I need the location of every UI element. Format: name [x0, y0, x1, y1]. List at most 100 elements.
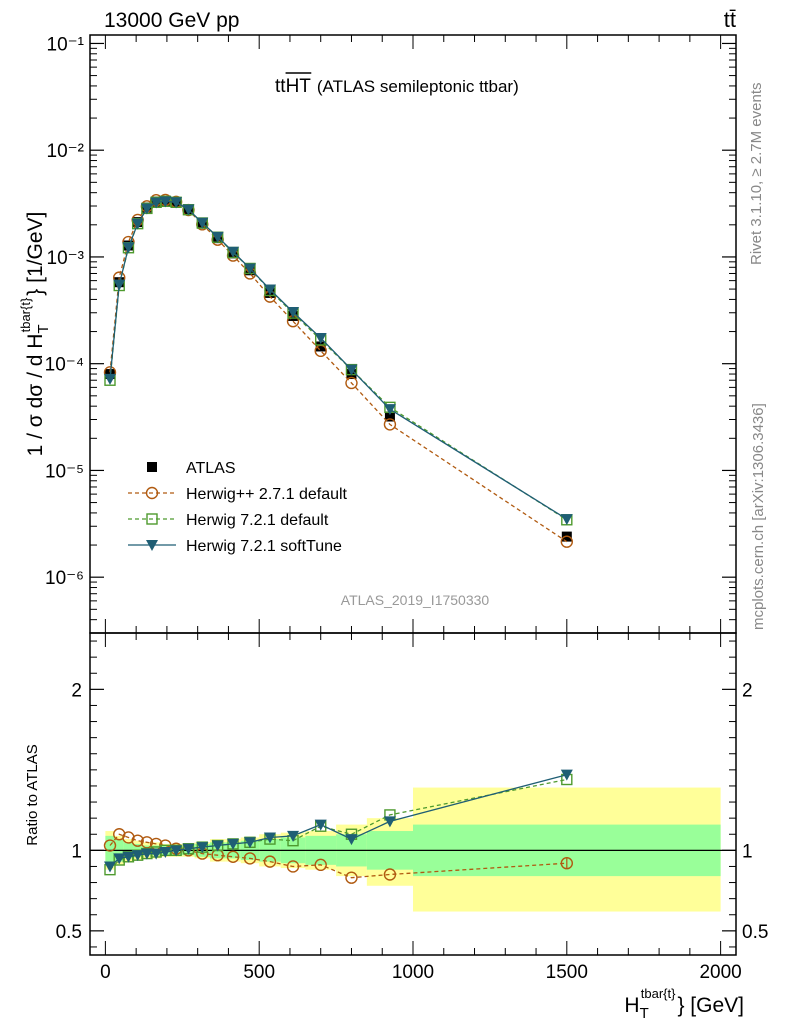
ratio-point	[150, 848, 163, 860]
ratio-point	[196, 842, 209, 854]
ratio-ytick-label-right: 1	[742, 841, 753, 862]
legend-item: Herwig 7.2.1 softTune	[128, 538, 342, 555]
main-ytick-label: 10⁻¹	[47, 34, 85, 55]
main-point	[150, 197, 163, 209]
main-series	[103, 193, 574, 548]
ratio-series-2	[103, 769, 573, 873]
ratio-point	[314, 858, 327, 872]
main-ylabel: 1 / σ dσ / d HTtbar{t}} [1/GeV]	[18, 212, 52, 457]
legend-label: ATLAS	[186, 460, 236, 477]
ratio-xtick-label: 2000	[699, 962, 741, 983]
ratio-xtick-label: 1000	[392, 962, 434, 983]
main-point	[182, 204, 195, 216]
main-panel: 10⁻⁶ 10⁻⁵ 10⁻⁴ 10⁻³ 10⁻² 10⁻¹ ttHT (ATLAS semi…	[18, 34, 737, 634]
ratio-point	[263, 832, 276, 844]
main-point	[315, 341, 326, 352]
ratio-point	[243, 852, 257, 865]
ratio-point	[159, 846, 172, 858]
main-series-line	[109, 200, 568, 521]
main-point	[383, 418, 397, 431]
ratio-point	[286, 860, 300, 873]
main-point	[345, 376, 358, 390]
ratio-point	[345, 871, 358, 884]
ratio-xlabel: HTtbar{t}} [GeV]	[624, 986, 744, 1022]
main-point	[227, 246, 240, 258]
ratio-point	[383, 868, 397, 881]
ratio-point	[182, 843, 195, 855]
ratio-point	[103, 839, 117, 852]
ratio-point	[226, 850, 240, 863]
legend-marker	[146, 540, 158, 551]
ratio-ytick-label: 0.5	[56, 922, 82, 943]
ratio-point	[287, 830, 300, 842]
legend-label: Herwig 7.2.1 default	[186, 512, 329, 529]
rivet-label: Rivet 3.1.10, ≥ 2.7M events	[748, 83, 765, 266]
main-point	[113, 279, 126, 291]
main-point	[243, 263, 256, 275]
main-ytick-label: 10⁻⁵	[45, 461, 84, 482]
main-ytick-label: 10⁻³	[47, 248, 85, 269]
main-point	[211, 231, 224, 243]
main-point	[560, 514, 573, 526]
main-series-2	[104, 195, 573, 526]
legend-marker	[145, 486, 159, 500]
mcplots-label: mcplots.cern.ch [arXiv:1306.3436]	[750, 403, 767, 630]
header-left: 13000 GeV pp	[104, 9, 239, 32]
legend-marker	[147, 462, 157, 472]
plot-title-rest: (ATLAS semileptonic ttbar)	[317, 77, 519, 96]
legend-marker	[146, 513, 158, 525]
ratio-series-line	[109, 833, 567, 879]
plot-title-main: tt	[275, 76, 286, 97]
header-right: tt̄	[724, 7, 736, 32]
main-point	[131, 218, 144, 230]
ratio-point	[560, 857, 574, 870]
legend-item: Herwig 7.2.1 default	[128, 512, 329, 529]
plot-title-over: HT	[286, 76, 312, 97]
ratio-ytick-label: 2	[71, 680, 82, 701]
ratio-point	[122, 851, 135, 863]
ratio-panel: 0.5 0.5 1 1 2 2 0 500 1000 1500 2000 Ratio to ATLA…	[24, 632, 768, 1022]
main-ytick-label: 10⁻⁴	[45, 355, 84, 376]
main-point	[170, 197, 183, 209]
ratio-point	[314, 819, 327, 831]
main-point	[140, 203, 153, 215]
ratio-axis-ticks: 0.5 0.5 1 1 2 2 0 500 1000 1500 2000	[56, 633, 768, 983]
main-point	[314, 333, 327, 345]
main-series-line	[109, 200, 568, 520]
ratio-ytick-label-right: 2	[742, 680, 753, 701]
ratio-ytick-label-right: 0.5	[742, 922, 768, 943]
ratio-point	[560, 769, 573, 781]
analysis-label: ATLAS_2019_I1750330	[341, 592, 490, 608]
ratio-point	[103, 861, 116, 873]
main-ytick-label: 10⁻²	[47, 141, 85, 162]
ratio-xtick-label: 1500	[546, 962, 588, 983]
ratio-point	[211, 840, 224, 852]
legend: ATLAS Herwig++ 2.7.1 default Herwig 7.2.1 …	[128, 460, 348, 555]
ratio-xtick-label: 0	[100, 962, 111, 983]
main-point	[384, 411, 395, 422]
ratio-xtick-label: 500	[243, 962, 275, 983]
ratio-point	[227, 838, 240, 850]
ratio-point	[140, 848, 153, 860]
ratio-point	[140, 836, 154, 849]
ratio-point	[345, 834, 358, 846]
ratio-point	[263, 855, 277, 868]
legend-label: Herwig 7.2.1 softTune	[186, 538, 342, 555]
ratio-frame	[89, 632, 737, 956]
ratio-point	[113, 853, 126, 865]
ratio-ytick-label: 1	[71, 841, 82, 862]
ratio-point	[131, 834, 144, 847]
main-point	[383, 404, 396, 416]
main-point	[263, 284, 276, 296]
main-point	[103, 373, 116, 385]
ratio-point	[243, 837, 256, 849]
main-point	[287, 306, 300, 318]
ratio-point	[383, 816, 396, 828]
ratio-point	[131, 850, 144, 862]
main-point	[560, 535, 574, 548]
ratio-ylabel: Ratio to ATLAS	[24, 744, 41, 845]
ratio-series	[103, 769, 574, 884]
main-point	[122, 242, 135, 254]
main-point	[345, 364, 358, 376]
legend-item: Herwig++ 2.7.1 default	[128, 486, 348, 503]
